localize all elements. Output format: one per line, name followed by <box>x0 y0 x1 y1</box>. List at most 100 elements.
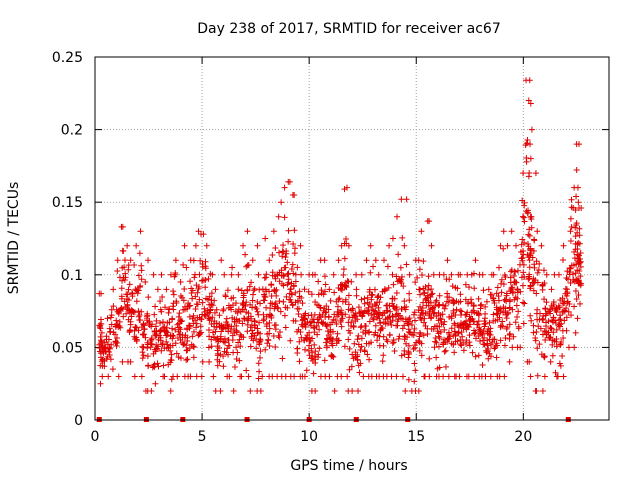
data-point <box>276 278 283 285</box>
data-point <box>427 299 434 306</box>
data-point <box>96 290 103 297</box>
data-point <box>522 142 529 149</box>
data-point <box>527 141 534 148</box>
data-point <box>144 345 151 352</box>
data-point <box>377 319 384 326</box>
data-point <box>432 338 439 345</box>
data-point <box>98 329 105 336</box>
data-point <box>411 360 418 367</box>
data-point <box>506 332 513 339</box>
data-point <box>475 332 482 339</box>
data-point <box>110 303 117 310</box>
data-point <box>389 271 396 278</box>
data-point <box>479 271 486 278</box>
data-point <box>157 320 164 327</box>
data-point <box>131 309 138 316</box>
data-point <box>567 215 574 222</box>
data-point <box>400 283 407 290</box>
data-point <box>282 373 289 380</box>
data-point <box>105 373 112 380</box>
x-tick-label: 20 <box>514 429 532 445</box>
data-point <box>131 336 138 343</box>
data-point <box>349 306 356 313</box>
data-point <box>97 380 104 387</box>
data-point <box>527 155 534 162</box>
data-point <box>344 373 351 380</box>
data-point <box>390 339 397 346</box>
data-point <box>343 282 350 289</box>
data-point <box>577 282 584 289</box>
data-point <box>372 329 379 336</box>
data-point <box>321 357 328 364</box>
data-point <box>573 193 580 200</box>
data-point <box>359 313 366 320</box>
data-point <box>500 304 507 311</box>
data-point <box>368 339 375 346</box>
data-point <box>103 348 110 355</box>
data-point <box>396 333 403 340</box>
data-point <box>452 333 459 340</box>
data-point <box>183 347 190 354</box>
data-point <box>491 336 498 343</box>
data-point <box>257 300 264 307</box>
data-point <box>106 325 113 332</box>
data-point <box>532 170 539 177</box>
data-point <box>570 271 577 278</box>
data-point <box>542 336 549 343</box>
data-point <box>419 304 426 311</box>
data-point <box>503 315 510 322</box>
data-point <box>285 238 292 245</box>
data-point <box>107 314 114 321</box>
data-point <box>479 331 486 338</box>
data-point <box>282 254 289 261</box>
data-point <box>573 167 580 174</box>
data-point <box>427 306 434 313</box>
data-point <box>399 325 406 332</box>
data-point <box>353 271 360 278</box>
data-point <box>531 237 538 244</box>
data-point <box>386 331 393 338</box>
data-point <box>158 271 165 278</box>
data-point <box>472 353 479 360</box>
data-point <box>263 271 270 278</box>
data-point <box>218 257 225 264</box>
data-point <box>530 275 537 282</box>
data-point <box>234 349 241 356</box>
data-point <box>433 313 440 320</box>
data-point <box>530 329 537 336</box>
data-point <box>526 264 533 271</box>
data-point <box>368 292 375 299</box>
data-point <box>383 336 390 343</box>
data-point <box>487 331 494 338</box>
data-point <box>565 308 572 315</box>
data-point <box>192 242 199 249</box>
data-point <box>138 308 145 315</box>
data-point <box>335 257 342 264</box>
data-point <box>282 264 289 271</box>
data-point <box>226 373 233 380</box>
data-point <box>370 316 377 323</box>
data-point <box>440 271 447 278</box>
data-point <box>194 301 201 308</box>
data-point <box>248 279 255 286</box>
data-point <box>239 300 246 307</box>
data-point <box>462 281 469 288</box>
data-point <box>144 353 151 360</box>
data-point <box>202 265 209 272</box>
data-point <box>517 288 524 295</box>
data-point <box>459 333 466 340</box>
data-point <box>177 355 184 362</box>
data-point <box>180 306 187 313</box>
data-point <box>498 289 505 296</box>
data-point <box>237 331 244 338</box>
data-point <box>314 331 321 338</box>
data-point <box>196 314 203 321</box>
data-point <box>440 321 447 328</box>
data-point <box>380 310 387 317</box>
data-point <box>170 333 177 340</box>
data-point <box>320 319 327 326</box>
data-point <box>402 387 409 394</box>
data-point <box>308 355 315 362</box>
data-point <box>458 308 465 315</box>
data-point <box>535 266 542 273</box>
